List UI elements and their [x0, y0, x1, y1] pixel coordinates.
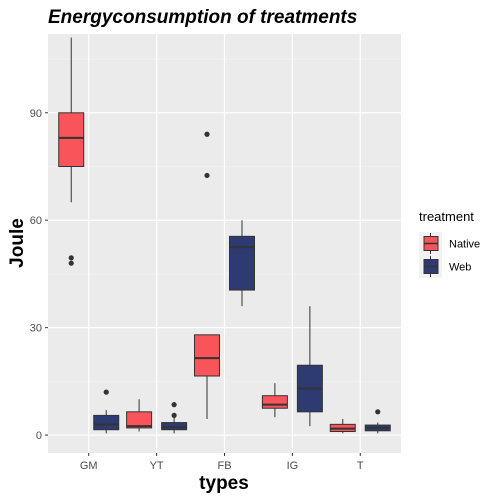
outlier-point: [375, 409, 381, 415]
y-tick-label: 30: [30, 323, 42, 335]
box-native-t: [329, 418, 356, 434]
box-native-gm: [58, 37, 85, 266]
chart-title: Energyconsumption of treatments: [48, 7, 357, 28]
x-axis-title: types: [199, 473, 249, 494]
box-web-t: [364, 409, 391, 434]
gridlines: [48, 34, 401, 453]
outlier-point: [68, 255, 74, 261]
x-tick-label: GM: [80, 460, 98, 472]
y-axis-title: Joule: [7, 218, 28, 268]
box-body: [93, 414, 120, 431]
legend-title: treatment: [419, 209, 474, 224]
outlier-point: [171, 412, 177, 418]
outlier-point: [204, 172, 210, 179]
y-tick-label: 60: [30, 215, 42, 227]
box-body: [261, 395, 288, 409]
x-tick-label: YT: [150, 460, 164, 472]
y-tick-label: 90: [30, 108, 42, 120]
box-native-ig: [261, 383, 288, 418]
y-tick-label: 0: [36, 430, 42, 442]
outlier-point: [103, 389, 109, 395]
box-web-ig: [296, 306, 323, 427]
outlier-point: [68, 260, 74, 266]
outlier-point: [204, 131, 210, 137]
box-body: [229, 235, 255, 291]
legend-label-web: Web: [449, 262, 471, 274]
box-body: [126, 411, 153, 429]
legend-label-native: Native: [449, 239, 480, 251]
x-tick-label: IG: [287, 460, 299, 472]
box-web-gm: [93, 389, 120, 434]
box-web-yt: [161, 402, 188, 434]
x-axis: GM YT FB IG T: [80, 453, 364, 472]
box-body: [194, 334, 220, 377]
box-web-fb: [229, 220, 255, 307]
boxes-layer: [58, 37, 391, 434]
legend: treatment Native Web: [419, 209, 480, 278]
box-body: [161, 422, 188, 431]
box-native-yt: [126, 399, 153, 432]
x-tick-label: T: [357, 460, 364, 472]
outlier-point: [171, 402, 177, 408]
y-axis: 0 30 60 90: [30, 108, 48, 442]
x-tick-label: FB: [217, 460, 231, 472]
box-native-fb: [194, 131, 220, 419]
box-body: [58, 112, 85, 168]
